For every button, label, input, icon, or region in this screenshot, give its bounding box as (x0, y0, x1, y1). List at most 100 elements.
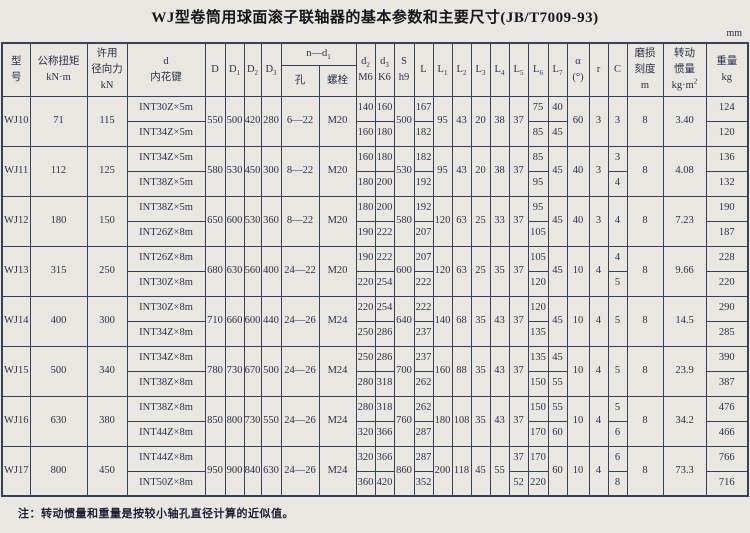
cell-WJ17-wear: 8 (626, 445, 664, 497)
cell-WJ17-L6: 220 (527, 470, 549, 497)
header-L5: L5 (508, 42, 529, 97)
cell-WJ11-L: 192 (413, 170, 434, 197)
cell-WJ13-bolt: M20 (318, 245, 357, 297)
header-wear: 磨损 刻度 m (626, 42, 664, 97)
header-r: r (588, 42, 609, 97)
cell-WJ15-hole: 24—26 (280, 345, 320, 397)
cell-WJ11-L: 182 (413, 145, 434, 172)
cell-WJ10-L: 182 (413, 120, 434, 147)
header-L: L (413, 42, 434, 97)
header-inertia: 转动 惯量 kg·m2 (662, 42, 707, 97)
header-d3: d3 K6 (374, 42, 395, 97)
header-D3: D3 (260, 42, 282, 97)
header-L7: L7 (547, 42, 568, 97)
cell-WJ10-wear: 8 (626, 95, 664, 147)
cell-WJ14-L6: 135 (527, 320, 549, 347)
cell-WJ13-spline: INT26Z×8m (126, 245, 206, 272)
cell-WJ12-r: 3 (588, 195, 609, 247)
unit-label: mm (726, 28, 742, 39)
table-row: WJ15 500 340 INT34Z×8m 780 730 670 500 24—26 M24 2… (1, 345, 749, 397)
cell-WJ13-model: WJ13 (1, 245, 31, 297)
cell-WJ13-C: 5 (607, 270, 628, 297)
cell-WJ10-inertia: 3.40 (662, 95, 707, 147)
cell-WJ12-model: WJ12 (1, 195, 31, 247)
cell-WJ15-L6: 135 (527, 345, 549, 372)
cell-WJ17-L4: 55 (489, 445, 510, 497)
cell-WJ17-r: 4 (588, 445, 609, 497)
cell-WJ10-bolt: M20 (318, 95, 357, 147)
cell-WJ12-inertia: 7.23 (662, 195, 707, 247)
cell-WJ12-L4: 33 (489, 195, 510, 247)
cell-WJ16-L6: 170 (527, 420, 549, 447)
cell-WJ12-hole: 8—22 (280, 195, 320, 247)
cell-WJ12-bolt: M20 (318, 195, 357, 247)
cell-WJ10-D3: 280 (260, 95, 282, 147)
cell-WJ15-inertia: 23.9 (662, 345, 707, 397)
header-L1: L1 (432, 42, 453, 97)
cell-WJ10-L3: 20 (470, 95, 491, 147)
cell-WJ13-L: 222 (413, 270, 434, 297)
cell-WJ10-d3: 160 (374, 95, 395, 122)
cell-WJ15-radial: 340 (86, 345, 128, 397)
cell-WJ11-weight: 132 (705, 170, 749, 197)
cell-WJ16-D1: 800 (224, 395, 245, 447)
cell-WJ16-L: 287 (413, 420, 434, 447)
cell-WJ12-weight: 187 (705, 220, 749, 247)
cell-WJ13-L3: 25 (470, 245, 491, 297)
cell-WJ17-d2: 360 (355, 470, 376, 497)
cell-WJ15-C: 5 (607, 345, 628, 397)
cell-WJ12-d3: 222 (374, 220, 395, 247)
cell-WJ16-bolt: M24 (318, 395, 357, 447)
cell-WJ14-inertia: 14.5 (662, 295, 707, 347)
cell-WJ14-L3: 35 (470, 295, 491, 347)
table-row: WJ16 630 380 INT38Z×8m 850 800 730 550 24—26 M24 2… (1, 395, 749, 447)
cell-WJ11-L1: 95 (432, 145, 453, 197)
cell-WJ16-radial: 380 (86, 395, 128, 447)
cell-WJ13-d2: 190 (355, 245, 376, 272)
cell-WJ13-D3: 400 (260, 245, 282, 297)
cell-WJ11-inertia: 4.08 (662, 145, 707, 197)
cell-WJ14-D3: 440 (260, 295, 282, 347)
header-model: 型号 (1, 42, 31, 97)
cell-WJ14-spline: INT34Z×8m (126, 320, 206, 347)
header-radial: 许用 径向力 kN (86, 42, 128, 97)
cell-WJ15-L: 237 (413, 345, 434, 372)
cell-WJ16-inertia: 34.2 (662, 395, 707, 447)
cell-WJ13-D: 680 (204, 245, 226, 297)
cell-WJ17-L: 287 (413, 445, 434, 472)
cell-WJ17-L: 352 (413, 470, 434, 497)
cell-WJ11-bolt: M20 (318, 145, 357, 197)
table-row: WJ17 800 450 INT44Z×8m 950 900 840 630 24—26 M24 3… (1, 445, 749, 497)
header-D: D (204, 42, 226, 97)
cell-WJ14-hole: 24—26 (280, 295, 320, 347)
cell-WJ16-D2: 730 (243, 395, 262, 447)
cell-WJ14-L5: 37 (508, 295, 529, 347)
cell-WJ13-weight: 220 (705, 270, 749, 297)
cell-WJ15-r: 4 (588, 345, 609, 397)
cell-WJ17-C: 8 (607, 470, 628, 497)
cell-WJ11-wear: 8 (626, 145, 664, 197)
cell-WJ11-D3: 300 (260, 145, 282, 197)
cell-WJ13-d2: 220 (355, 270, 376, 297)
cell-WJ12-L: 207 (413, 220, 434, 247)
cell-WJ16-L7: 60 (547, 420, 568, 447)
cell-WJ16-L1: 180 (432, 395, 453, 447)
cell-WJ14-radial: 300 (86, 295, 128, 347)
cell-WJ15-D: 780 (204, 345, 226, 397)
cell-WJ11-torque: 112 (29, 145, 88, 197)
cell-WJ11-D: 580 (204, 145, 226, 197)
cell-WJ14-d3: 286 (374, 320, 395, 347)
cell-WJ10-L5: 37 (508, 95, 529, 147)
cell-WJ12-D2: 530 (243, 195, 262, 247)
cell-WJ17-radial: 450 (86, 445, 128, 497)
header-torque: 公称扭矩 kN·m (29, 42, 88, 97)
cell-WJ11-D1: 530 (224, 145, 245, 197)
cell-WJ10-torque: 71 (29, 95, 88, 147)
cell-WJ16-L7: 55 (547, 395, 568, 422)
cell-WJ17-D2: 840 (243, 445, 262, 497)
cell-WJ15-L7: 55 (547, 370, 568, 397)
header-row: 型号公称扭矩 kN·m 许用 径向力 kN d 内花键 D D1 D2 D3 n—d1 d2 M6 d3 K6… (1, 42, 749, 97)
cell-WJ17-spline: INT44Z×8m (126, 445, 206, 472)
cell-WJ13-spline: INT30Z×8m (126, 270, 206, 297)
